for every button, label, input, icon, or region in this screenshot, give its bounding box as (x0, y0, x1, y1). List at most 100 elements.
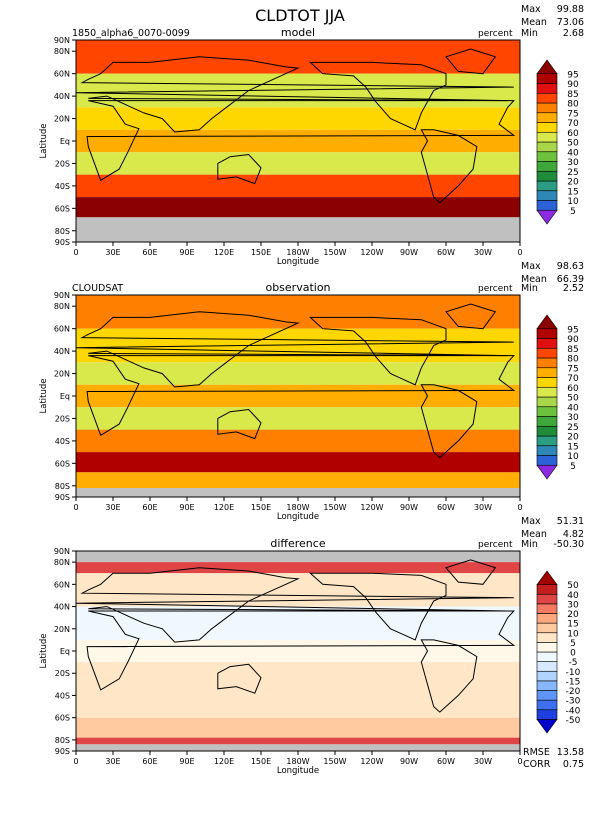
colorbar-label: 5 (570, 639, 576, 649)
y-tick-label: 40N (54, 347, 70, 356)
y-tick-label: 90N (54, 291, 70, 300)
colorbar-label: 85 (567, 90, 578, 100)
colorbar-label: -20 (566, 687, 581, 697)
y-tick-label: 80N (54, 302, 70, 311)
stat-max-value: 51.31 (557, 516, 584, 527)
colorbar-label: 95 (567, 325, 578, 335)
x-axis-label: Longitude (277, 766, 319, 776)
x-tick-label: 120E (214, 503, 234, 512)
colorbar-label: 25 (567, 423, 578, 433)
colorbar-label: 90 (567, 335, 579, 345)
colorbar-label: -40 (566, 706, 581, 716)
colorbar-swatch (536, 584, 558, 595)
colorbar-swatch (536, 328, 558, 339)
colorbar-label: 10 (567, 452, 579, 462)
field-band (76, 129, 520, 153)
corr-label: CORR (523, 759, 551, 770)
coastline (217, 408, 262, 440)
colorbar-label: -5 (569, 658, 578, 668)
x-tick-label: 0 (73, 503, 78, 512)
stat-max-label: Max (521, 261, 541, 272)
colorbar-swatch (536, 386, 558, 398)
colorbar-swatch (536, 190, 558, 201)
colorbar-label: 30 (567, 158, 579, 168)
case-label: 1850_alpha6_0070-0099 (72, 28, 190, 39)
colorbar-label: 0 (570, 649, 576, 659)
field-band (76, 73, 520, 108)
colorbar-swatch (536, 377, 558, 388)
colorbar-swatch (536, 651, 558, 662)
x-tick-label: 150E (251, 503, 271, 512)
y-tick-label: 90S (55, 747, 70, 756)
colorbar-label: 40 (567, 403, 579, 413)
coastline (217, 663, 262, 694)
colorbar-swatch (536, 680, 558, 691)
rmse-label: RMSE (523, 747, 550, 758)
colorbar-label: 50 (567, 581, 579, 591)
y-tick-label: 40N (54, 603, 70, 612)
x-tick-label: 60E (142, 248, 157, 257)
colorbar-swatch (536, 131, 558, 143)
y-axis-label: Latitude (39, 379, 49, 414)
x-tick-label: 120W (360, 248, 383, 257)
x-tick-label: 180W (286, 248, 309, 257)
colorbar-swatch (536, 209, 558, 225)
y-tick-label: 90S (55, 493, 70, 502)
y-tick-label: 20S (55, 414, 70, 423)
colorbar-swatch (536, 112, 558, 123)
colorbar-label: 5 (570, 462, 576, 472)
case-label: CLOUDSAT (72, 283, 123, 294)
x-tick-label: 30W (474, 503, 492, 512)
coastline (86, 610, 516, 691)
coastlines (75, 303, 516, 459)
field-band (76, 551, 520, 563)
colorbar-swatch (536, 161, 558, 172)
colorbar-label: -30 (566, 697, 581, 707)
x-tick-label: 90W (400, 757, 418, 766)
x-tick-label: 0 (517, 757, 522, 766)
y-tick-label: 40N (54, 92, 70, 101)
colorbar-swatch (536, 102, 558, 114)
colorbar-label: -50 (566, 716, 581, 726)
panel-difference: 0 30E 60E 90E 120E 150E 180W 150W 120W 90W 60W 30W 0… (39, 516, 584, 776)
colorbar-swatch (536, 367, 558, 378)
x-axis-label: Longitude (277, 257, 319, 267)
x-tick-label: 0 (73, 757, 78, 766)
colorbar-label: 75 (567, 364, 578, 374)
x-tick-label: 90E (179, 757, 194, 766)
colorbar-label: 30 (567, 600, 579, 610)
colorbar-swatch (536, 416, 558, 427)
colorbar-label: 40 (567, 148, 579, 158)
colorbar-swatch (536, 603, 558, 614)
coastline (445, 48, 497, 75)
y-tick-label: 80S (55, 482, 70, 491)
stat-min-label: Min (521, 539, 538, 550)
panel-title: observation (265, 281, 330, 294)
stat-mean-label: Mean (521, 529, 547, 540)
colorbar-label: 95 (567, 70, 578, 80)
colorbar-swatch (536, 570, 558, 585)
x-tick-label: 60W (437, 503, 455, 512)
stat-min-label: Min (521, 283, 538, 294)
field-band (76, 573, 520, 607)
y-tick-label: 20N (54, 115, 70, 124)
stat-min-label: Min (521, 28, 538, 39)
stat-mean-label: Mean (521, 17, 547, 28)
field-band (76, 662, 520, 718)
units-label: percent (478, 540, 513, 550)
coastline (445, 559, 497, 585)
colorbar-swatch (536, 632, 558, 643)
stat-max-value: 99.88 (557, 4, 584, 15)
x-tick-label: 0 (517, 248, 522, 257)
stat-min-value: 2.52 (563, 283, 584, 294)
colorbar-label: 60 (567, 384, 579, 394)
units-label: percent (478, 284, 513, 294)
panel-observation: 0 30E 60E 90E 120E 150E 180W 150W 120W 90W 60W 30W 0… (39, 261, 584, 522)
stat-min-value: 2.68 (563, 28, 584, 39)
stat-max-value: 98.63 (557, 261, 584, 272)
field-band (76, 407, 520, 430)
colorbar-label: 75 (567, 109, 578, 119)
colorbar-label: 70 (567, 374, 579, 384)
y-tick-label: 90N (54, 547, 70, 556)
field-band (76, 174, 520, 198)
